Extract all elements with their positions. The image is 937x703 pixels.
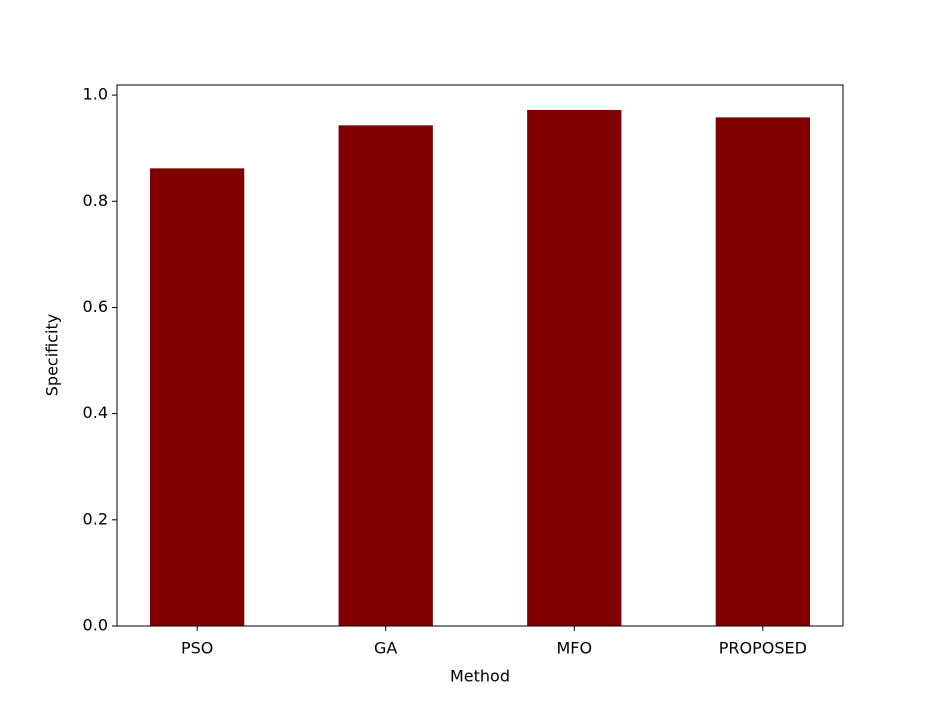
y-tick-label: 0.0 [83, 616, 108, 635]
x-tick-label: PROPOSED [719, 639, 807, 658]
plot-frame [116, 84, 844, 627]
y-tick-label: 1.0 [83, 85, 108, 104]
x-tick-label: MFO [556, 639, 592, 658]
x-axis-label: Method [450, 667, 510, 686]
bar [150, 168, 245, 627]
y-tick-label: 0.8 [83, 191, 108, 210]
x-tick-label: PSO [181, 639, 213, 658]
y-tick-label: 0.2 [83, 509, 108, 528]
y-tick-label: 0.4 [83, 403, 108, 422]
bar [715, 117, 810, 626]
bar [527, 109, 622, 627]
x-tick-label: GA [374, 639, 397, 658]
bar [338, 125, 433, 626]
y-tick-label: 0.6 [83, 297, 108, 316]
y-axis-label: Specificity [43, 314, 62, 396]
